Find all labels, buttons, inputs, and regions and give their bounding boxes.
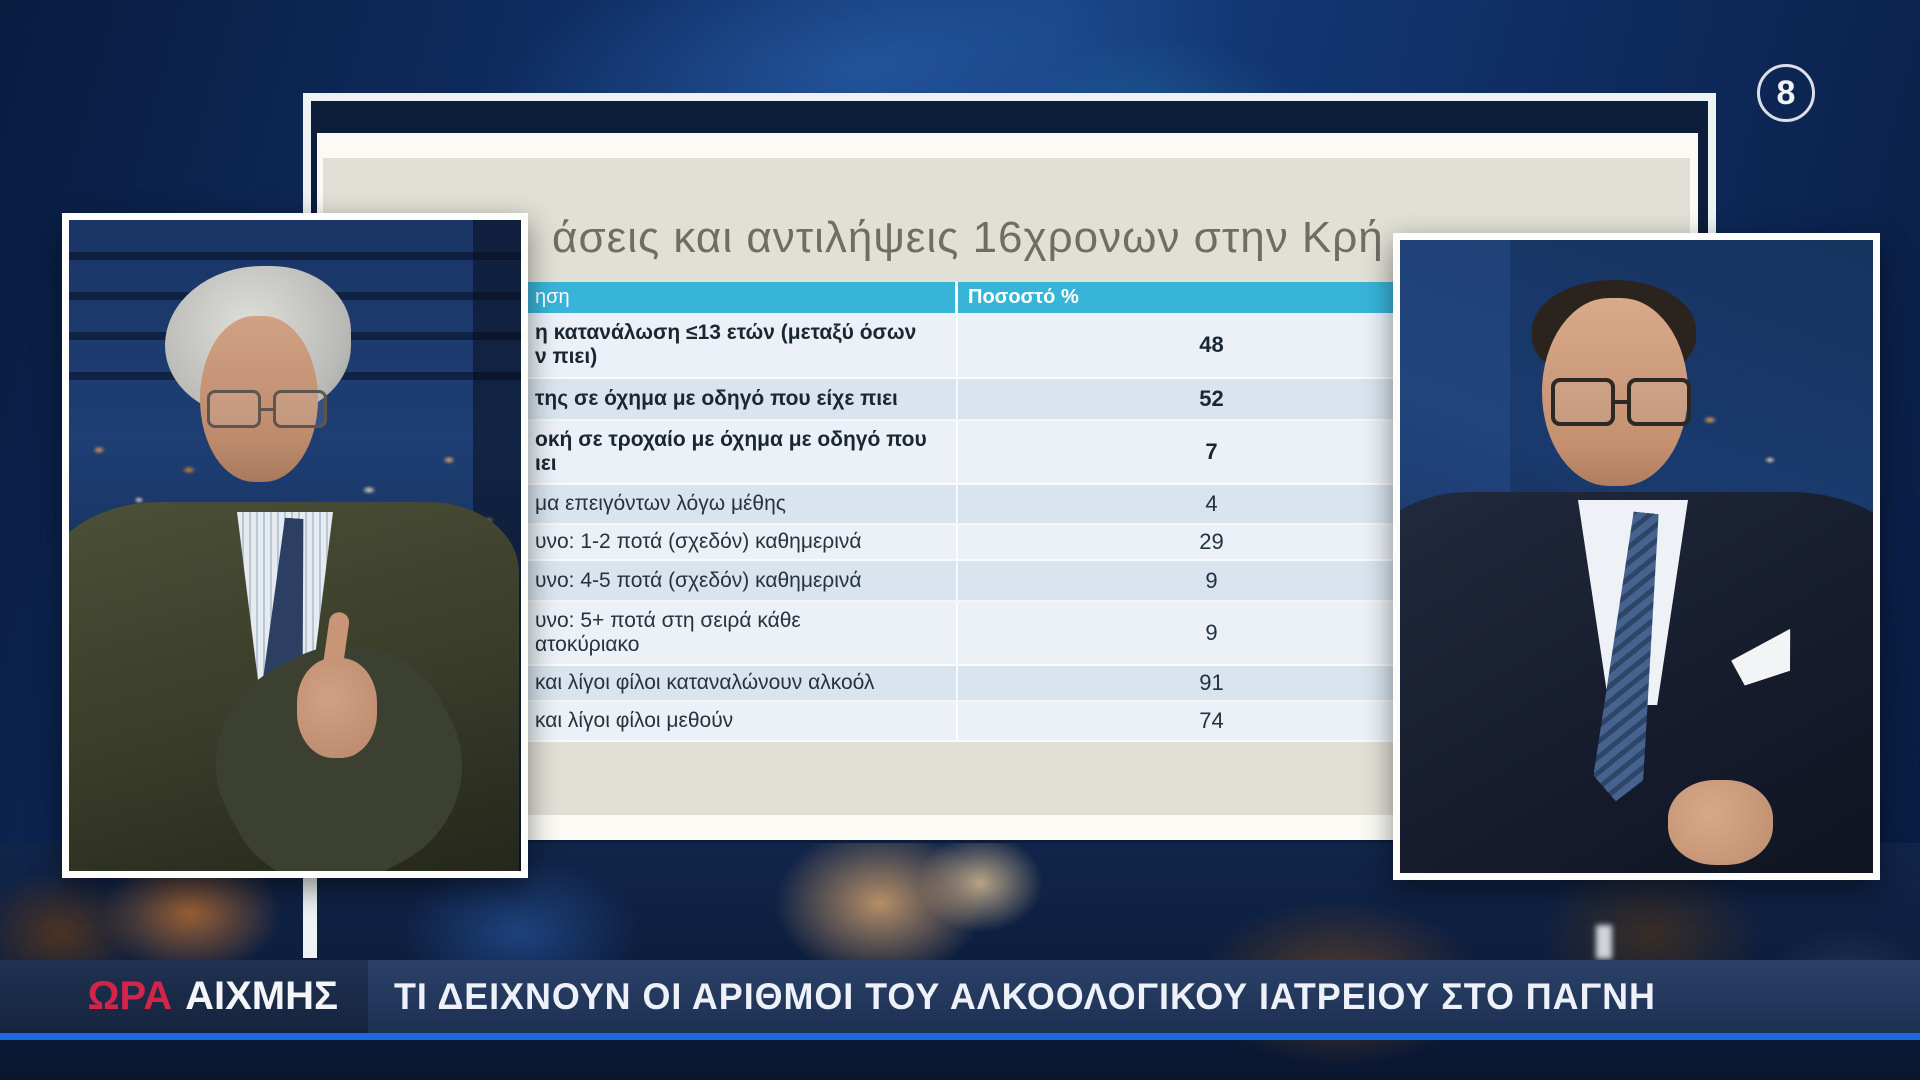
glasses-bridge (1615, 400, 1627, 404)
table-row: και λίγοι φίλοι καταναλώνουν αλκοόλ 91 (455, 666, 1465, 702)
channel-logo-8: 8 (1757, 64, 1815, 122)
show-name-white: ΑΙΧΜΗΣ (185, 974, 338, 1018)
table-row: η κατανάλωση ≤13 ετών (μεταξύ όσων ν πιε… (455, 313, 1465, 379)
row-value: 48 (1199, 332, 1224, 357)
row-label: και λίγοι φίλοι μεθούν (455, 702, 958, 740)
table-row: και λίγοι φίλοι μεθούν 74 (455, 702, 1465, 742)
row-label: της σε όχημα με οδηγό που είχε πιει (455, 379, 958, 419)
glasses-lens (273, 390, 327, 428)
row-label-line: και λίγοι φίλοι καταναλώνουν αλκοόλ (535, 671, 875, 695)
table-header-row: ηση Ποσοστό % (455, 282, 1465, 313)
row-label-line: ατοκύριακο (535, 633, 640, 656)
table-row: υνο: 4-5 ποτά (σχεδόν) καθημερινά 9 (455, 561, 1465, 602)
guest-video-content (69, 220, 521, 871)
row-label-line: η κατανάλωση ≤13 ετών (μεταξύ όσων (535, 321, 917, 345)
host-video-content (1400, 240, 1873, 873)
host-glasses (1551, 378, 1691, 426)
table-row: μα επειγόντων λόγω μέθης 4 (455, 485, 1465, 525)
row-label-line: οκή σε τροχαίο με όχημα με οδηγό που (535, 428, 927, 452)
row-label-line: υνο: 4-5 ποτά (σχεδόν) καθημερινά (535, 568, 862, 592)
survey-results-table: ηση Ποσοστό % η κατανάλωση ≤13 ετών (μετ… (455, 282, 1465, 742)
host-hand (1668, 780, 1773, 865)
glasses-lens (1627, 378, 1691, 426)
headline-text: ΤΙ ΔΕΙΧΝΟΥΝ ΟΙ ΑΡΙΘΜΟΙ ΤΟΥ ΑΛΚΟΟΛΟΓΙΚΟΥ … (394, 975, 1656, 1017)
row-label: οκή σε τροχαίο με όχημα με οδηγό που ιει (455, 421, 958, 483)
row-label: η κατανάλωση ≤13 ετών (μεταξύ όσων ν πιε… (455, 313, 958, 377)
table-row: υνο: 5+ ποτά στη σειρά κάθε ατοκύριακο 9 (455, 602, 1465, 666)
row-value: 52 (1199, 386, 1224, 411)
headline-strip: ΤΙ ΔΕΙΧΝΟΥΝ ΟΙ ΑΡΙΘΜΟΙ ΤΟΥ ΑΛΚΟΟΛΟΓΙΚΟΥ … (368, 960, 1920, 1033)
slide-title: άσεις και αντιλήψεις 16χρονων στην Κρή (552, 213, 1384, 262)
table-header-question: ηση (455, 282, 958, 313)
row-label: υνο: 4-5 ποτά (σχεδόν) καθημερινά (455, 561, 958, 600)
table-row: της σε όχημα με οδηγό που είχε πιει 52 (455, 379, 1465, 421)
row-label: υνο: 1-2 ποτά (σχεδόν) καθημερινά (455, 525, 958, 559)
row-label: και λίγοι φίλοι καταναλώνουν αλκοόλ (455, 666, 958, 700)
guest-video-frame (62, 213, 528, 878)
row-label-line: και λίγοι φίλοι μεθούν (535, 709, 734, 733)
row-value: 9 (1205, 620, 1218, 645)
row-label-line: ν πιει) (535, 345, 598, 368)
row-label: μα επειγόντων λόγω μέθης (455, 485, 958, 523)
table-row: οκή σε τροχαίο με όχημα με οδηγό που ιει… (455, 421, 1465, 485)
row-label-line: ιει (535, 452, 557, 475)
banner-underline (0, 1033, 1920, 1040)
row-label-line: υνο: 1-2 ποτά (σχεδόν) καθημερινά (535, 530, 862, 554)
background-light-blob (1596, 925, 1612, 959)
show-name-red: ΩΡΑ (87, 974, 173, 1018)
table-row: υνο: 1-2 ποτά (σχεδόν) καθημερινά 29 (455, 525, 1465, 561)
host-video-frame (1393, 233, 1880, 880)
row-value: 29 (1199, 529, 1224, 554)
row-label: υνο: 5+ ποτά στη σειρά κάθε ατοκύριακο (455, 602, 958, 664)
row-value: 74 (1199, 708, 1224, 733)
screen-bezel-foot (303, 876, 317, 958)
guest-glasses (207, 390, 327, 428)
row-label-line: υνο: 5+ ποτά στη σειρά κάθε (535, 609, 801, 633)
row-label-line: της σε όχημα με οδηγό που είχε πιει (535, 387, 898, 411)
table-header-percent: Ποσοστό % (968, 286, 1079, 308)
glasses-lens (207, 390, 261, 428)
row-value: 7 (1205, 439, 1218, 464)
row-value: 9 (1205, 567, 1218, 593)
host-face (1542, 298, 1688, 486)
row-value: 4 (1205, 491, 1218, 516)
lower-third-banner: ΩΡΑ ΑΙΧΜΗΣ ΤΙ ΔΕΙΧΝΟΥΝ ΟΙ ΑΡΙΘΜΟΙ ΤΟΥ ΑΛ… (0, 960, 1920, 1033)
show-name-badge: ΩΡΑ ΑΙΧΜΗΣ (0, 960, 368, 1033)
row-value: 91 (1199, 670, 1224, 695)
glasses-lens (1551, 378, 1615, 426)
guest-hand (297, 658, 377, 758)
glasses-bridge (261, 407, 273, 411)
row-label-line: μα επειγόντων λόγω μέθης (535, 492, 786, 516)
